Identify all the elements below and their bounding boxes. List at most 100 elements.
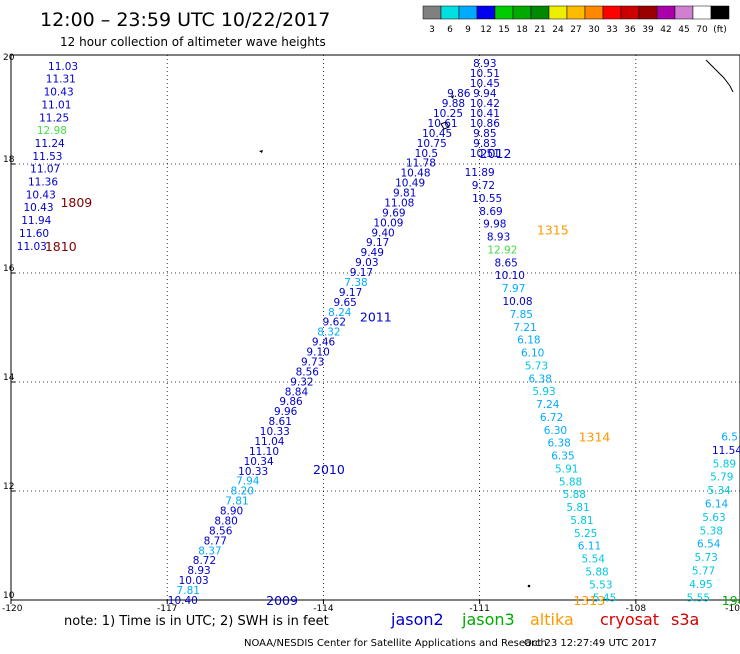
colorbar-swatch (584, 5, 604, 20)
track-label: 2011 (360, 310, 392, 325)
wave-height-value: 12.92 (487, 244, 517, 256)
wave-height-value: 10.25 (433, 108, 463, 120)
wave-height-value: 10.03 (179, 575, 209, 587)
colorbar-swatch (530, 5, 550, 20)
track-label: 1315 (537, 222, 569, 237)
wave-height-value: 8.93 (473, 58, 496, 70)
wave-height-value: 5.25 (574, 528, 597, 540)
colorbar-label: 3 (429, 25, 435, 35)
wave-height-value: 10.43 (26, 189, 56, 201)
wave-height-value: 5.63 (702, 512, 725, 524)
wave-height-value: 7.24 (536, 399, 560, 411)
wave-height-value: 7.21 (513, 322, 536, 334)
wave-height-value: 9.17 (339, 287, 362, 299)
x-tick-label: -10 (725, 604, 740, 614)
wave-height-value: 5.79 (710, 472, 733, 484)
colorbar-swatch (602, 5, 622, 20)
wave-height-value: 4.95 (689, 579, 712, 591)
wave-height-value: 10.34 (244, 456, 274, 468)
colorbar-swatch (674, 5, 694, 20)
island-marker-2 (451, 95, 454, 99)
wave-height-value: 9.62 (323, 317, 346, 329)
wave-height-value: 10.09 (373, 217, 403, 229)
wave-height-value: 9.65 (333, 297, 356, 309)
x-tick-label: -111 (469, 604, 489, 614)
wave-height-value: 7.81 (225, 496, 248, 508)
wave-height-value: 9.46 (312, 337, 336, 349)
satellite-legend: jason2 jason3 altika cryosat s3a (390, 610, 699, 629)
legend-item: altika (530, 610, 574, 629)
wave-height-value: 8.93 (487, 232, 510, 244)
wave-height-value: 8.32 (317, 327, 340, 339)
wave-height-value: 5.38 (700, 525, 723, 537)
wave-height-value: 9.83 (473, 138, 496, 150)
wave-height-value: 11.78 (406, 158, 436, 170)
track-label: 1810 (45, 239, 77, 254)
wave-height-value: 6.5 (721, 432, 738, 444)
wave-height-value: 11.31 (46, 74, 76, 86)
wave-height-value: 6.72 (540, 412, 563, 424)
wave-height-value: 7.85 (510, 309, 533, 321)
wave-height-value: 11.94 (21, 215, 51, 227)
wave-height-value: 10.61 (428, 118, 458, 130)
wave-height-value: 7.38 (344, 277, 367, 289)
wave-height-value: 8.65 (494, 257, 517, 269)
wave-height-value: 6.14 (705, 498, 729, 510)
wave-height-value: 8.37 (198, 545, 221, 557)
colorbar-label: 33 (606, 25, 617, 35)
wave-height-value: 7.97 (502, 283, 525, 295)
colorbar-swatch (656, 5, 676, 20)
colorbar-label: 9 (465, 25, 471, 35)
wave-height-value: 10.51 (470, 68, 500, 80)
legend-item: s3a (671, 610, 699, 629)
x-tick-label: -108 (626, 604, 647, 614)
wave-height-value: 12.98 (37, 125, 67, 137)
wave-height-value: 9.73 (301, 356, 324, 368)
wave-height-value: 5.77 (692, 565, 715, 577)
wave-height-value: 6.10 (521, 348, 544, 360)
wave-height-value: 9.40 (371, 227, 394, 239)
plot-border (10, 54, 740, 601)
point-marker (527, 584, 531, 588)
colorbar-label: 36 (624, 25, 636, 35)
wave-height-value: 6.35 (551, 451, 574, 463)
grid-lines (11, 55, 740, 600)
wave-height-value: 10.55 (472, 193, 502, 205)
wave-height-value: 10.51 (470, 148, 500, 160)
colorbar-label: 24 (552, 25, 564, 35)
colorbar-label: 45 (678, 25, 689, 35)
wave-height-value: 7.94 (236, 476, 260, 488)
axis-ticks: -120 -117 -114 -111 -108 -10 10 12 14 16 18 20 (2, 53, 740, 614)
colorbar-swatch (710, 5, 730, 20)
wave-height-value: 10.43 (44, 87, 74, 99)
colorbar-label: 30 (588, 25, 600, 35)
colorbar-label: 6 (447, 25, 453, 35)
wave-height-value: 11.03 (17, 241, 47, 253)
colorbar-swatch (422, 5, 442, 20)
wave-height-value: 5.89 (713, 458, 736, 470)
wave-height-value: 11.07 (30, 164, 60, 176)
x-tick-label: -117 (157, 604, 177, 614)
y-tick-label: 10 (3, 591, 15, 601)
wave-height-value: 10.41 (470, 108, 500, 120)
wave-height-value: 11.54 (712, 445, 740, 457)
wave-height-value: 11.04 (254, 436, 284, 448)
wave-height-value: 9.86 (279, 396, 303, 408)
wave-height-value: 9.49 (361, 247, 384, 259)
colorbar-swatch (494, 5, 514, 20)
wave-height-value: 11.36 (28, 177, 58, 189)
track-label: 194 (722, 593, 740, 608)
wave-height-value: 8.93 (187, 565, 210, 577)
wave-height-value: 6.54 (697, 539, 721, 551)
wave-height-value: 10.42 (470, 98, 500, 110)
track-label: 2012 (480, 146, 512, 161)
wave-height-value: 10.49 (395, 178, 425, 190)
colorbar-label: 42 (660, 25, 671, 35)
wave-height-value: 9.69 (382, 207, 405, 219)
wave-height-value: 10.33 (260, 426, 290, 438)
legend-item: jason2 (390, 610, 444, 629)
colorbar-swatch (638, 5, 658, 20)
colorbar-label: 15 (498, 25, 509, 35)
